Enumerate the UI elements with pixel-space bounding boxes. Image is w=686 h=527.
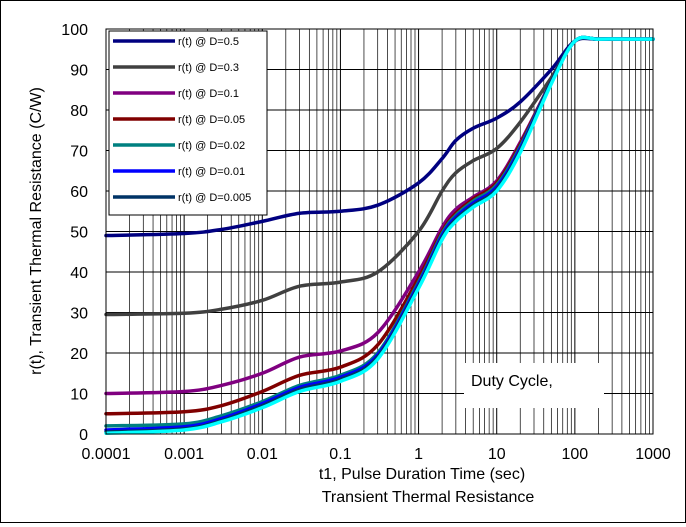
legend-item: r(t) @ D=0.5 bbox=[113, 36, 239, 48]
legend-label: r(t) @ D=0.02 bbox=[178, 140, 245, 152]
legend-item: r(t) @ D=0.3 bbox=[113, 62, 239, 74]
legend-label: r(t) @ D=0.1 bbox=[178, 88, 239, 100]
y-tick-label: 30 bbox=[70, 306, 88, 323]
annotation-text: Duty Cycle, bbox=[471, 373, 553, 390]
plot-border bbox=[105, 28, 654, 435]
x-tick-label: 0.01 bbox=[247, 446, 278, 463]
y-tick-label: 100 bbox=[61, 22, 88, 39]
legend-box bbox=[108, 30, 268, 216]
legend-label: r(t) @ D=0.3 bbox=[178, 62, 239, 74]
legend-item: r(t) @ D=0.005 bbox=[113, 192, 251, 204]
y-tick-label: 40 bbox=[70, 265, 88, 282]
y-tick-label: 60 bbox=[70, 184, 88, 201]
y-tick-label: 20 bbox=[70, 346, 88, 363]
y-tick-label: 70 bbox=[70, 144, 88, 161]
legend-label: r(t) @ D=0.01 bbox=[178, 166, 245, 178]
legend: r(t) @ D=0.5 r(t) @ D=0.3 r(t) @ D=0.1 r(t)… bbox=[108, 30, 268, 216]
legend-item: r(t) @ D=0.1 bbox=[113, 88, 239, 100]
legend-item: r(t) @ D=0.05 bbox=[113, 114, 245, 126]
y-tick-label: 50 bbox=[70, 225, 88, 242]
x-tick-label: 10 bbox=[488, 446, 506, 463]
chart-caption: Transient Thermal Resistance bbox=[322, 489, 535, 506]
x-tick-label: 1000 bbox=[635, 446, 671, 463]
x-tick-label: 0.001 bbox=[164, 446, 204, 463]
legend-item: r(t) @ D=0.02 bbox=[113, 140, 245, 152]
x-tick-label: 0.1 bbox=[329, 446, 351, 463]
legend-label: r(t) @ D=0.005 bbox=[178, 192, 251, 204]
y-tick-label: 80 bbox=[70, 103, 88, 120]
legend-label: r(t) @ D=0.05 bbox=[178, 114, 245, 126]
y-tick-label: 90 bbox=[70, 63, 88, 80]
y-axis-label: r(t), Transient Thermal Resistance (C/W) bbox=[28, 87, 45, 375]
x-tick-label: 1 bbox=[414, 446, 423, 463]
y-tick-label: 10 bbox=[70, 387, 88, 404]
legend-item: r(t) @ D=0.01 bbox=[113, 166, 245, 178]
legend-label: r(t) @ D=0.5 bbox=[178, 36, 239, 48]
series-lines bbox=[104, 35, 655, 435]
tick-labels: 0.0001 0.001 0.01 0.1 1 10 100 1000 0 10 20 30 40 50 6… bbox=[61, 22, 671, 463]
y-tick-label: 0 bbox=[79, 427, 88, 444]
series-line-7 bbox=[104, 35, 655, 435]
annotation-box: Duty Cycle, bbox=[464, 363, 604, 408]
x-tick-label: 0.0001 bbox=[82, 446, 131, 463]
x-axis-label: t1, Pulse Duration Time (sec) bbox=[319, 466, 525, 483]
x-tick-label: 100 bbox=[562, 446, 589, 463]
